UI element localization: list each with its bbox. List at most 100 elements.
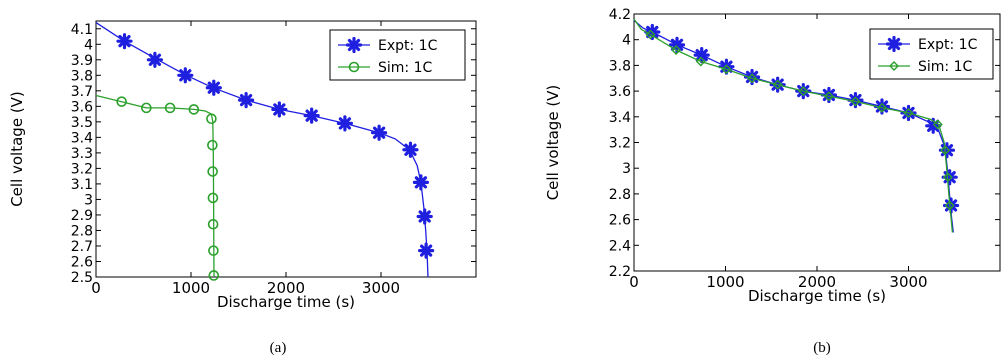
data-point bbox=[207, 139, 218, 151]
data-point bbox=[416, 208, 433, 225]
data-point bbox=[418, 242, 435, 259]
series-1 bbox=[633, 18, 955, 233]
y-axis-label: Cell voltage (V) bbox=[544, 85, 562, 201]
data-point bbox=[671, 44, 682, 55]
data-point bbox=[271, 101, 288, 118]
y-tick-label: 2.9 bbox=[71, 208, 93, 224]
y-tick-label: 4.2 bbox=[609, 7, 631, 23]
y-tick-label: 3.1 bbox=[71, 177, 93, 193]
x-tick-label: 2000 bbox=[798, 273, 836, 291]
legend-marker bbox=[885, 35, 903, 53]
y-tick-label: 3.3 bbox=[71, 146, 93, 162]
chart-a: 0 1000 2000 30002.52.62.72.82.933.13.23.33.… bbox=[8, 20, 477, 356]
data-point bbox=[116, 96, 127, 107]
data-point bbox=[206, 113, 217, 125]
data-point bbox=[847, 91, 864, 109]
figure-caption: (b) bbox=[813, 340, 831, 356]
data-point bbox=[695, 56, 706, 67]
y-tick-label: 2.4 bbox=[609, 238, 631, 254]
data-point bbox=[823, 91, 834, 102]
data-point bbox=[164, 102, 176, 114]
y-tick-label: 2.7 bbox=[71, 239, 93, 255]
data-point bbox=[718, 58, 735, 75]
series-1 bbox=[95, 94, 220, 281]
data-point bbox=[772, 79, 783, 90]
y-tick-label: 3 bbox=[84, 192, 93, 208]
data-point bbox=[940, 145, 951, 156]
y-tick-label: 3.2 bbox=[609, 136, 631, 152]
data-point bbox=[208, 270, 220, 281]
data-point bbox=[208, 245, 219, 256]
data-point bbox=[942, 172, 953, 183]
y-tick-label: 3.7 bbox=[71, 84, 93, 100]
data-point bbox=[402, 141, 419, 158]
y-tick-label: 4 bbox=[622, 33, 631, 49]
y-tick-label: 2.6 bbox=[609, 213, 631, 229]
legend-marker bbox=[345, 36, 363, 54]
legend-label: Sim: 1C bbox=[918, 59, 972, 75]
legend-label: Expt: 1C bbox=[378, 38, 438, 54]
x-axis-label: Discharge time (s) bbox=[217, 293, 355, 311]
y-tick-label: 2.6 bbox=[71, 254, 93, 270]
x-tick-label: 0 bbox=[629, 273, 639, 291]
data-point bbox=[941, 169, 958, 186]
y-tick-label: 3.9 bbox=[71, 53, 93, 69]
data-point bbox=[207, 166, 218, 177]
y-tick-label: 3 bbox=[622, 161, 631, 177]
y-tick-label: 3.6 bbox=[609, 84, 631, 100]
y-tick-label: 3.4 bbox=[609, 110, 631, 126]
y-tick-label: 2.2 bbox=[609, 264, 631, 280]
data-point bbox=[693, 47, 710, 64]
x-tick-label: 2000 bbox=[267, 279, 305, 297]
data-point bbox=[371, 124, 388, 141]
x-tick-label: 0 bbox=[91, 279, 101, 297]
legend-label: Sim: 1C bbox=[378, 60, 432, 76]
data-point bbox=[336, 115, 353, 132]
data-point bbox=[116, 33, 133, 50]
data-point bbox=[303, 107, 320, 124]
y-tick-label: 4 bbox=[84, 37, 93, 53]
x-tick-label: 3000 bbox=[362, 279, 400, 297]
figure-caption: (a) bbox=[270, 340, 287, 356]
y-tick-label: 3.8 bbox=[71, 68, 93, 84]
data-point bbox=[645, 29, 656, 40]
data-point bbox=[141, 102, 152, 114]
data-point bbox=[850, 96, 861, 107]
data-point bbox=[903, 107, 914, 118]
legend-box bbox=[869, 28, 994, 80]
x-tick-label: 1000 bbox=[172, 279, 210, 297]
legend-marker bbox=[348, 61, 360, 73]
data-point bbox=[188, 104, 200, 115]
data-point bbox=[873, 98, 891, 115]
y-tick-label: 2.5 bbox=[71, 270, 93, 286]
data-point bbox=[932, 119, 943, 130]
data-point bbox=[668, 36, 686, 53]
data-point bbox=[721, 64, 732, 75]
y-tick-label: 3.5 bbox=[71, 115, 93, 131]
data-point bbox=[207, 192, 219, 204]
data-point bbox=[747, 73, 758, 84]
data-point bbox=[942, 197, 960, 214]
data-point bbox=[944, 200, 955, 211]
data-point bbox=[820, 86, 837, 104]
data-point bbox=[743, 68, 761, 86]
y-tick-label: 3.2 bbox=[71, 161, 93, 177]
data-point bbox=[925, 117, 942, 134]
legend-marker bbox=[889, 61, 899, 71]
data-point bbox=[798, 86, 809, 97]
data-point bbox=[177, 67, 194, 84]
y-tick-label: 3.8 bbox=[609, 58, 631, 74]
x-axis-label: Discharge time (s) bbox=[748, 287, 886, 305]
series-line bbox=[633, 18, 954, 233]
data-point bbox=[146, 51, 163, 68]
y-tick-label: 3.4 bbox=[71, 130, 93, 146]
x-tick-label: 3000 bbox=[889, 273, 927, 291]
legend-label: Expt: 1C bbox=[918, 37, 978, 53]
data-point bbox=[876, 102, 887, 113]
data-point bbox=[205, 79, 222, 96]
chart-b: 0 1000 2000 3000 2.2 2.4 2.6 2.8 3 3.2 3.4 3.6 3.8 4 4… bbox=[544, 7, 1001, 356]
data-point bbox=[207, 218, 219, 230]
x-tick-label: 1000 bbox=[706, 273, 744, 291]
y-tick-label: 4.1 bbox=[71, 22, 93, 38]
